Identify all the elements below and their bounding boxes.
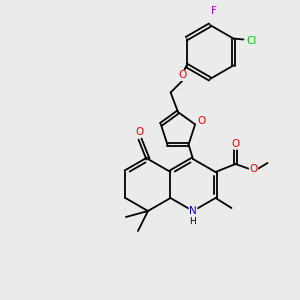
Text: Cl: Cl [246, 35, 256, 46]
Text: F: F [211, 6, 217, 16]
Text: H: H [190, 218, 196, 226]
Text: O: O [249, 164, 258, 174]
Text: O: O [231, 139, 240, 149]
Text: O: O [178, 70, 187, 80]
Text: O: O [136, 127, 144, 137]
Text: O: O [197, 116, 205, 126]
Text: N: N [189, 206, 197, 216]
